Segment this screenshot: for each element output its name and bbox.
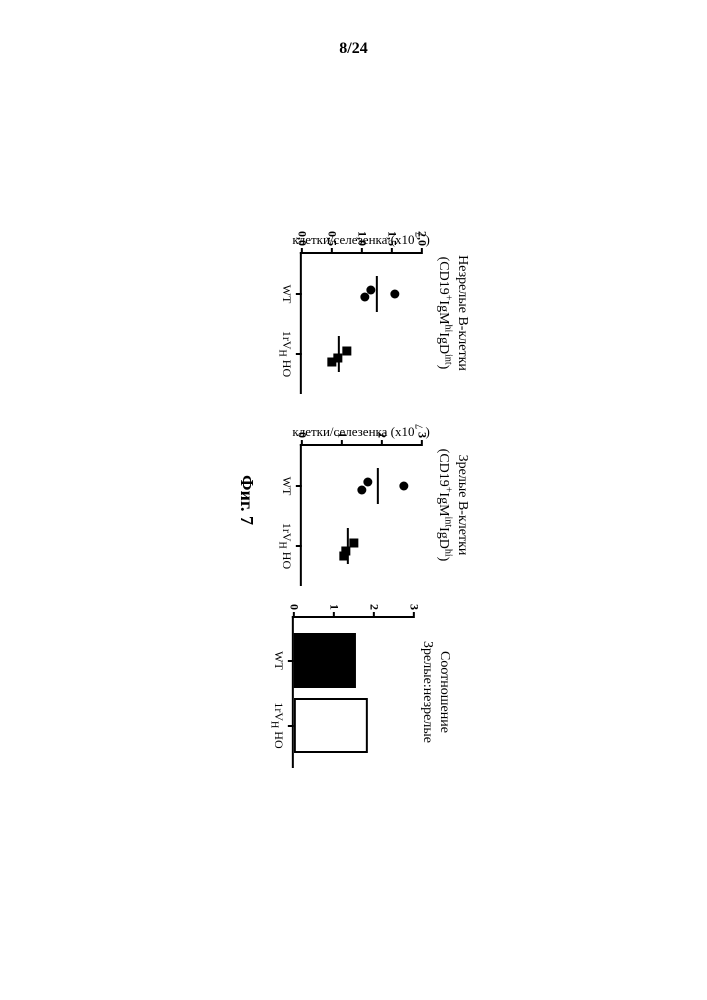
ytick-label: 2,0 [414, 231, 429, 246]
panel-b-plotwrap: 0123WT1rVH HO [300, 444, 422, 586]
panels-row: Незрелые B-клетки (CD19+IgMhiIgDint) кле… [292, 232, 470, 768]
ytick-label: 0 [294, 432, 309, 438]
panel-b-title-line2: (CD19+IgMintIgDhi) [435, 449, 450, 562]
data-point-wt [360, 293, 369, 302]
panel-a-title-line2: (CD19+IgMhiIgDint) [435, 257, 450, 370]
panel-b-title: Зрелые B-клетки (CD19+IgMintIgDhi) [434, 449, 470, 562]
bar-ho [294, 698, 368, 753]
page: 8/24 Незрелые B-клетки (CD19+IgMhiIgDint… [0, 0, 707, 1000]
ytick-label: 1,0 [354, 231, 369, 246]
panel-c-plot: 0123WT1rVH HO [292, 616, 414, 768]
data-point-wt [399, 482, 408, 491]
median-line [376, 276, 378, 312]
panel-a-title-line1: Незрелые B-клетки [455, 255, 470, 371]
ytick-label: 0,5 [324, 231, 339, 246]
panel-a-chart: клетки/селезенка (x107) 0,00,51,01,52,0W… [292, 232, 429, 394]
panel-a-plot: 0,00,51,01,52,0WT1rVH HO [300, 252, 422, 394]
panel-c-plotwrap: 0123WT1rVH HO [292, 616, 414, 768]
panel-immature-bcells: Незрелые B-клетки (CD19+IgMhiIgDint) кле… [292, 232, 470, 394]
figure-caption: Фиг. 7 [236, 232, 257, 768]
panel-c-title-line2: Зрелые:незрелые [420, 641, 435, 743]
ytick-label: 1,5 [384, 231, 399, 246]
ytick-label: 1 [327, 604, 342, 610]
data-point-ho [349, 539, 358, 548]
x-category-label: 1rVH HO [269, 702, 286, 748]
panel-a-title: Незрелые B-клетки (CD19+IgMhiIgDint) [434, 255, 470, 371]
data-point-wt [363, 478, 372, 487]
panel-c-chart: 0123WT1rVH HO [292, 616, 414, 768]
panel-c-title: Соотношение Зрелые:незрелые [418, 641, 452, 743]
panel-mature-bcells: Зрелые B-клетки (CD19+IgMintIgDhi) клетк… [292, 424, 470, 586]
data-point-ho [342, 347, 351, 356]
panel-b-ylabel: клетки/селезенка (x107) [292, 424, 429, 440]
ytick-label: 3 [414, 432, 429, 438]
ytick-label: 0 [287, 604, 302, 610]
panel-b-plot: 0123WT1rVH HO [300, 444, 422, 586]
ytick-label: 1 [334, 432, 349, 438]
ytick-label: 0,0 [294, 231, 309, 246]
panel-c-title-line1: Соотношение [437, 651, 452, 733]
median-line [338, 336, 340, 372]
x-category-label: 1rVH HO [276, 331, 293, 377]
ytick-label: 2 [367, 604, 382, 610]
data-point-wt [390, 290, 399, 299]
panel-a-plotwrap: 0,00,51,01,52,0WT1rVH HO [300, 252, 422, 394]
data-point-ho [327, 358, 336, 367]
median-line [347, 528, 349, 564]
panel-ratio-bar: Соотношение Зрелые:незрелые 0123WT1rVH H… [292, 616, 452, 768]
x-category-label: WT [279, 285, 294, 304]
data-point-wt [357, 486, 366, 495]
panel-b-title-line1: Зрелые B-клетки [455, 455, 470, 556]
x-category-label: WT [271, 651, 286, 670]
x-category-label: 1rVH HO [276, 523, 293, 569]
figure-7: Незрелые B-клетки (CD19+IgMhiIgDint) кле… [236, 232, 470, 768]
panel-b-chart: клетки/селезенка (x107) 0123WT1rVH HO [292, 424, 429, 586]
median-line [377, 468, 379, 504]
x-category-label: WT [279, 477, 294, 496]
ytick-label: 3 [407, 604, 422, 610]
page-number: 8/24 [0, 40, 707, 58]
ytick-label: 2 [374, 432, 389, 438]
bar-wt [294, 633, 356, 688]
